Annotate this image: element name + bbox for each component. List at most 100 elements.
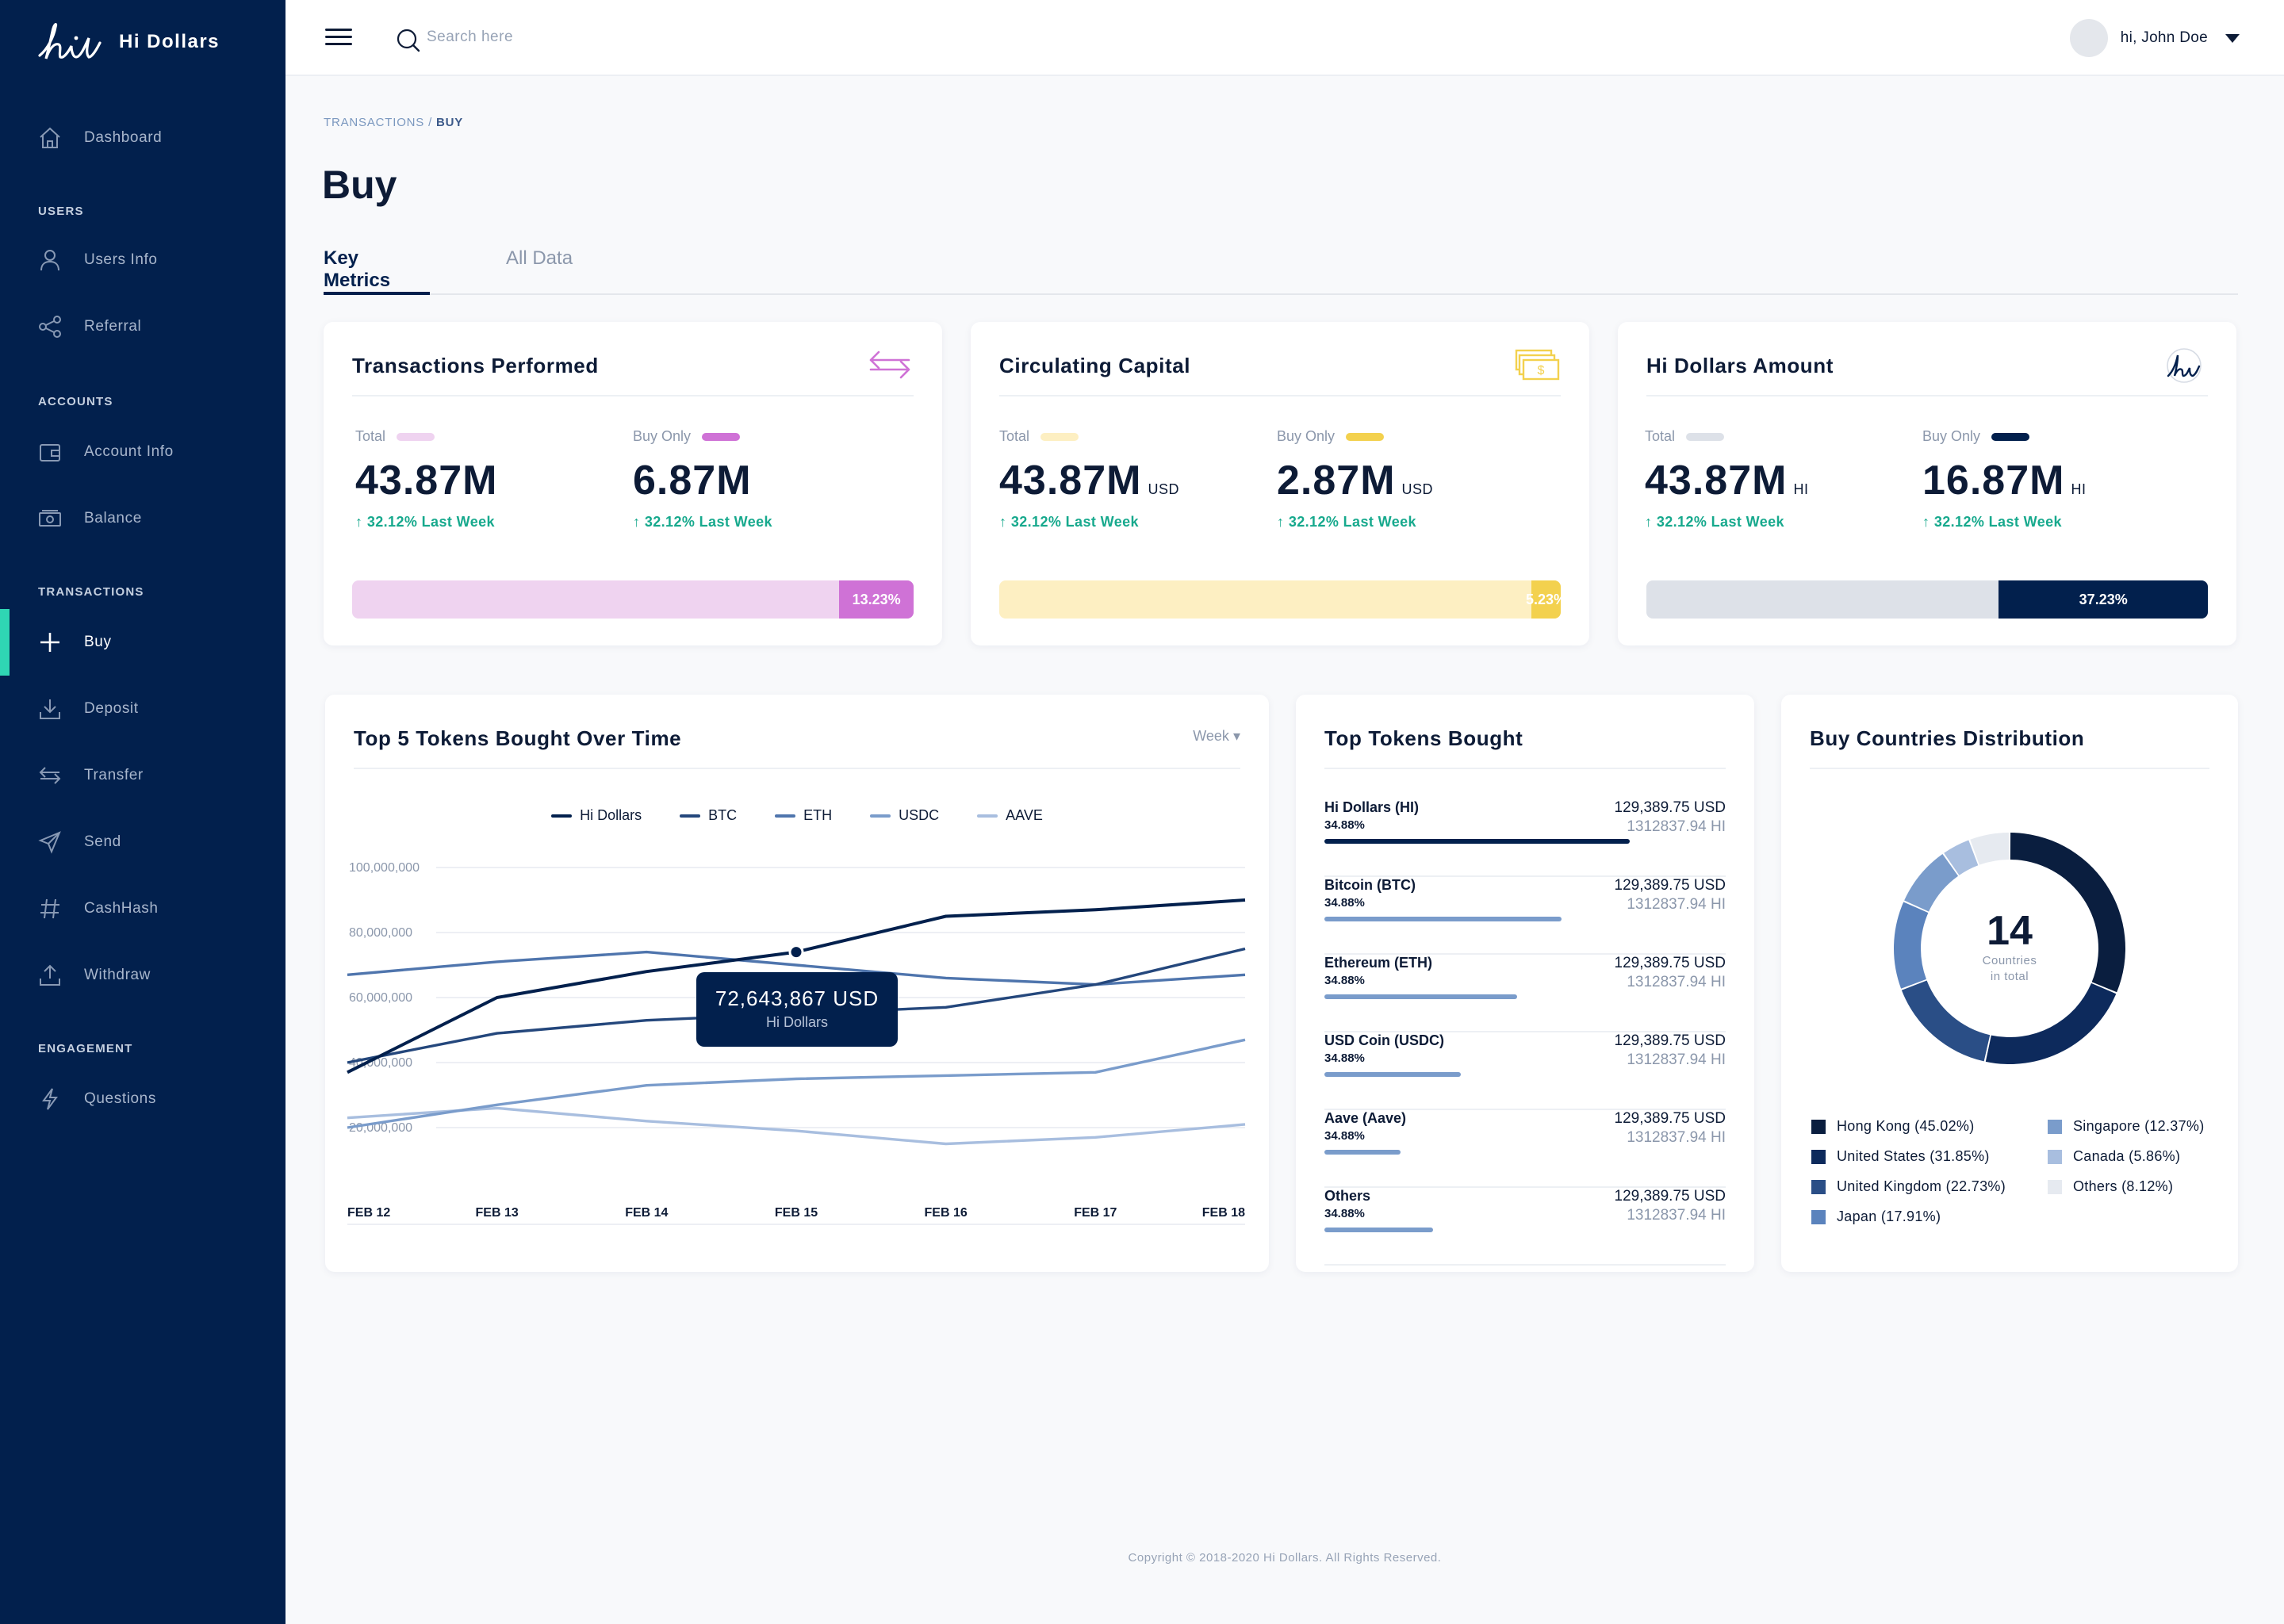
legend-item[interactable]: USDC xyxy=(870,807,939,824)
total-label: Total xyxy=(1645,428,1725,445)
sidebar-item-account-info[interactable]: Account Info xyxy=(0,419,286,485)
label-text: Total xyxy=(1645,428,1676,444)
legend-item[interactable]: BTC xyxy=(680,807,737,824)
buy-label: Buy Only xyxy=(1922,428,2030,445)
brand[interactable]: Hi Dollars xyxy=(36,21,220,63)
sidebar-item-balance[interactable]: Balance xyxy=(0,485,286,552)
token-row[interactable]: Bitcoin (BTC) 34.88% 129,389.75 USD 1312837… xyxy=(1324,877,1726,955)
donut-slice[interactable] xyxy=(1970,833,2010,865)
card-title: Transactions Performed xyxy=(352,354,599,377)
legend-swatch xyxy=(870,814,891,818)
tab-key-metrics[interactable]: Key Metrics xyxy=(324,247,430,295)
donut-slice[interactable] xyxy=(2010,833,2125,993)
donut-slice[interactable] xyxy=(1944,840,1979,875)
token-percent: 34.88% xyxy=(1324,896,1365,910)
cash-icon xyxy=(36,505,63,532)
legend-swatch xyxy=(1811,1179,1826,1194)
search-icon[interactable] xyxy=(395,27,422,54)
donut-slice[interactable] xyxy=(1904,854,1959,912)
card-title: Top Tokens Bought xyxy=(1324,726,1523,750)
sidebar-item-label: Referral xyxy=(84,318,142,335)
user-icon xyxy=(36,247,63,274)
x-tick-label: FEB 12 xyxy=(347,1206,390,1220)
home-icon xyxy=(36,124,63,151)
sidebar-item-label: Dashboard xyxy=(84,129,163,146)
token-share-bar xyxy=(1324,917,1562,921)
sidebar-item-dashboard[interactable]: Dashboard xyxy=(0,105,286,171)
progress-label: 13.23% xyxy=(852,591,901,607)
brand-name: Hi Dollars xyxy=(119,31,220,52)
chart-legend: Hi Dollars BTC ETH USDC AAVE xyxy=(325,807,1269,824)
y-tick-label: 80,000,000 xyxy=(349,926,412,940)
legend-label: ETH xyxy=(803,807,833,823)
sidebar-item-users-info[interactable]: Users Info xyxy=(0,227,286,293)
donut-slice[interactable] xyxy=(1894,902,1929,989)
token-row[interactable]: Ethereum (ETH) 34.88% 129,389.75 USD 131283… xyxy=(1324,955,1726,1032)
period-select-value: Week xyxy=(1193,728,1229,744)
token-percent: 34.88% xyxy=(1324,1129,1365,1143)
sidebar-item-questions[interactable]: Questions xyxy=(0,1066,286,1132)
sidebar-item-transfer[interactable]: Transfer xyxy=(0,742,286,809)
progress-fill: 13.23% xyxy=(839,580,914,619)
label-text: Total xyxy=(355,428,386,444)
legend-label: Canada (5.86%) xyxy=(2073,1148,2181,1164)
token-name: Others xyxy=(1324,1188,1371,1204)
sidebar-item-buy[interactable]: Buy xyxy=(0,609,286,676)
legend-swatch xyxy=(2048,1149,2062,1164)
divider xyxy=(1324,768,1726,769)
search-input[interactable] xyxy=(427,25,744,49)
legend-item[interactable]: ETH xyxy=(775,807,832,824)
buy-value: 2.87M USD xyxy=(1277,457,1433,504)
x-tick-label: FEB 13 xyxy=(476,1206,519,1220)
buy-swatch xyxy=(1346,432,1385,441)
sidebar-item-label: Deposit xyxy=(84,700,139,717)
legend-item[interactable]: Hi Dollars xyxy=(551,807,642,824)
label-text: Buy Only xyxy=(1922,428,1981,444)
legend-label: Singapore (12.37%) xyxy=(2073,1118,2205,1134)
metric-card-hi-dollars: Hi Dollars Amount Total 43.87M HI ↑ 32.12… xyxy=(1618,322,2236,645)
sidebar-item-withdraw[interactable]: Withdraw xyxy=(0,942,286,1009)
token-percent: 34.88% xyxy=(1324,1051,1365,1065)
legend-label: Japan (17.91%) xyxy=(1837,1208,1941,1224)
legend-swatch xyxy=(1811,1119,1826,1134)
token-name: USD Coin (USDC) xyxy=(1324,1032,1444,1048)
chevron-down-icon[interactable] xyxy=(2225,33,2240,43)
hash-icon xyxy=(36,895,63,922)
tooltip-series: Hi Dollars xyxy=(765,1014,828,1030)
sidebar-item-referral[interactable]: Referral xyxy=(0,293,286,360)
token-hi: 1312837.94 HI xyxy=(1627,1129,1726,1146)
nav-section-users: USERS xyxy=(38,205,84,218)
menu-icon[interactable] xyxy=(325,29,352,48)
sidebar-item-send[interactable]: Send xyxy=(0,809,286,875)
hover-point[interactable] xyxy=(788,944,804,960)
y-tick-label: 60,000,000 xyxy=(349,991,412,1005)
period-select[interactable]: Week ▾ xyxy=(1193,728,1240,745)
user-greeting: hi, John Doe xyxy=(2120,29,2208,46)
donut-legend-item: Hong Kong (45.02%) xyxy=(1811,1118,1975,1135)
value-number: 16.87M xyxy=(1922,458,2065,504)
donut-slice[interactable] xyxy=(1901,980,1991,1062)
token-row[interactable]: Others 34.88% 129,389.75 USD 1312837.94 HI xyxy=(1324,1188,1726,1266)
token-row[interactable]: Aave (Aave) 34.88% 129,389.75 USD 1312837.9… xyxy=(1324,1110,1726,1188)
page-title: Buy xyxy=(322,163,397,207)
nav-section-transactions: TRANSACTIONS xyxy=(38,585,144,599)
series-line[interactable] xyxy=(347,1106,1246,1146)
sidebar-item-deposit[interactable]: Deposit xyxy=(0,676,286,742)
token-row[interactable]: Hi Dollars (HI) 34.88% 129,389.75 USD 13128… xyxy=(1324,799,1726,877)
token-name: Hi Dollars (HI) xyxy=(1324,799,1420,815)
plus-icon xyxy=(36,629,63,656)
donut-slice[interactable] xyxy=(1985,982,2117,1064)
money-stack-icon: $ xyxy=(1515,349,1560,381)
user-menu[interactable]: hi, John Doe xyxy=(2069,17,2240,59)
buy-value: 6.87M xyxy=(633,457,752,504)
tab-all-data[interactable]: All Data xyxy=(506,247,573,269)
total-value: 43.87M USD xyxy=(999,457,1179,504)
token-share-bar xyxy=(1324,994,1517,999)
series-line[interactable] xyxy=(347,1038,1246,1129)
sidebar-item-cashhash[interactable]: CashHash xyxy=(0,875,286,942)
avatar[interactable] xyxy=(2069,19,2108,57)
token-row[interactable]: USD Coin (USDC) 34.88% 129,389.75 USD 13128… xyxy=(1324,1032,1726,1110)
donut-center-line1: Countries xyxy=(1982,954,2037,967)
legend-item[interactable]: AAVE xyxy=(977,807,1043,824)
breadcrumb-parent[interactable]: TRANSACTIONS xyxy=(324,116,425,129)
